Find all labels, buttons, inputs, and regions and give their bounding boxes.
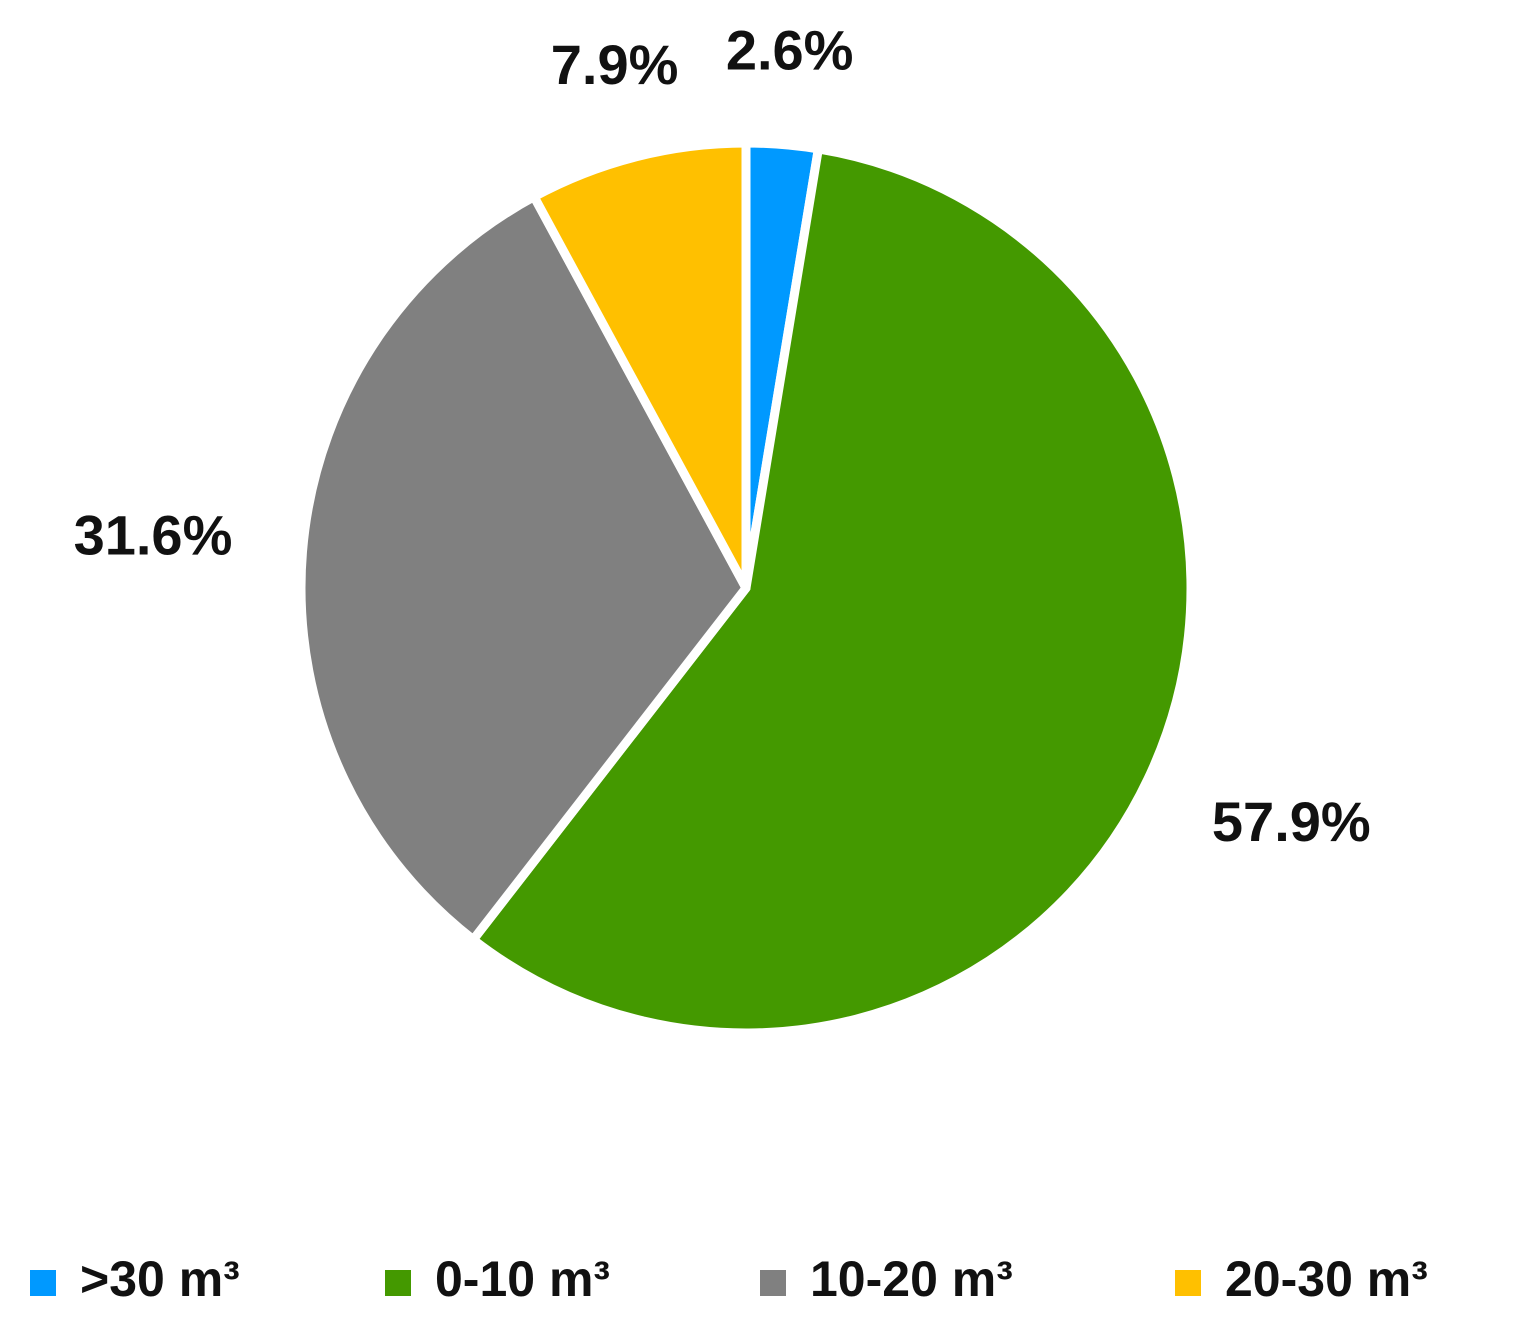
legend-swatch (385, 1270, 411, 1296)
pie-slice (529, 138, 751, 593)
pie-slice (468, 144, 1196, 1038)
data-label: 57.9% (1212, 790, 1371, 853)
data-label: 31.6% (74, 503, 233, 566)
legend-label: >30 m³ (80, 1251, 240, 1307)
data-label: 7.9% (551, 33, 679, 96)
legend-swatch (1175, 1270, 1201, 1296)
legend-label: 0-10 m³ (435, 1251, 610, 1307)
legend-label: 20-30 m³ (1225, 1251, 1428, 1307)
data-label: 2.6% (726, 19, 854, 82)
legend-label: 10-20 m³ (810, 1251, 1013, 1307)
pie-slice (296, 192, 751, 945)
legend-swatch (30, 1270, 56, 1296)
legend-swatch (760, 1270, 786, 1296)
